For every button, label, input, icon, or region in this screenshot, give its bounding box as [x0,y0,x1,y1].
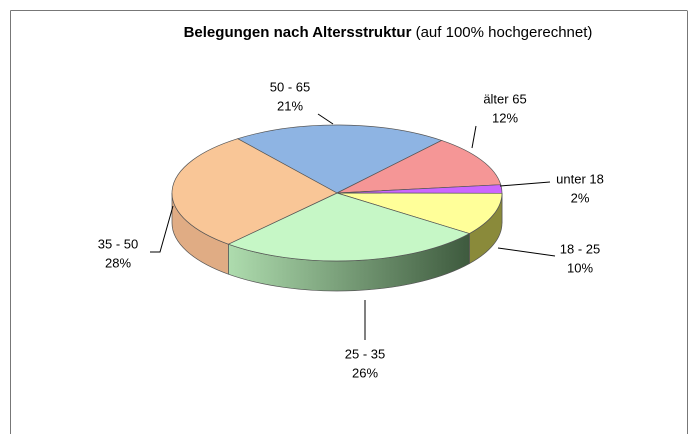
value-label: 21% [277,98,303,113]
slice-label: älter 65 [483,91,526,106]
slice-label: unter 18 [556,171,604,186]
value-label: 28% [105,255,131,270]
slice [227,192,471,262]
slice [236,124,443,194]
slice [336,192,503,234]
value-label: 12% [492,110,518,125]
chart-title: Belegungen nach Altersstruktur (auf 100%… [184,24,593,41]
title: Belegungen nach Altersstruktur [184,24,412,41]
slice [171,138,338,245]
leader-line [471,125,477,149]
leader-line [499,181,551,187]
subtitle: (auf 100% hochgerechnet) [416,24,593,41]
leader-line [317,113,334,125]
slice-label: 25 - 35 [345,346,385,361]
value-label: 26% [352,365,378,380]
slice-label: 50 - 65 [270,79,310,94]
leader-line [150,205,174,253]
slice [336,140,502,194]
slice-label: 18 - 25 [560,241,600,256]
value-label: 2% [571,190,590,205]
leader-line [497,247,556,257]
value-label: 10% [567,260,593,275]
slice-label: 35 - 50 [98,236,138,251]
